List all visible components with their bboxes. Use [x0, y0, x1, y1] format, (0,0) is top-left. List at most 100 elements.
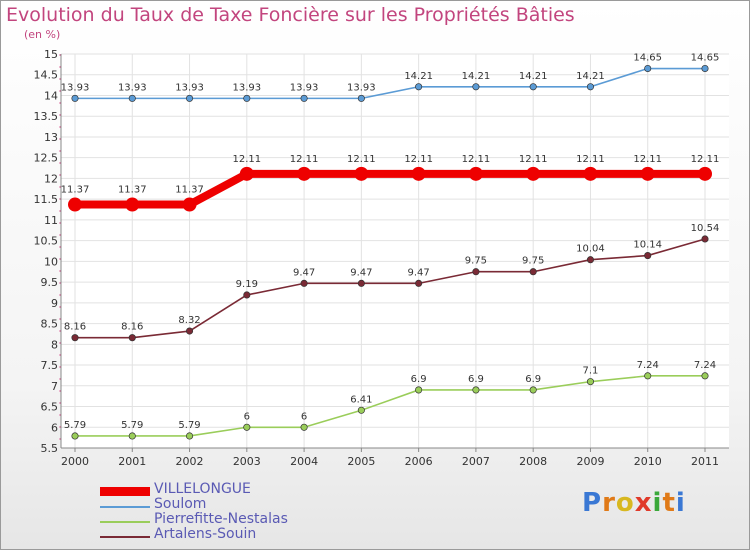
point-soulom — [529, 83, 537, 91]
y-tick-label: 8 — [51, 338, 58, 351]
point-artalens-souin — [300, 279, 308, 287]
point-pierrefitte-nestalas — [701, 372, 709, 380]
data-label-soulom: 14.21 — [404, 71, 433, 82]
x-tick-label: 2003 — [233, 455, 261, 468]
x-tick-label: 2006 — [405, 455, 433, 468]
point-soulom — [415, 83, 423, 91]
data-label-soulom: 13.93 — [290, 82, 319, 93]
point-pierrefitte-nestalas — [644, 372, 652, 380]
x-tick-label: 2004 — [290, 455, 318, 468]
point-artalens-souin — [415, 279, 423, 287]
y-tick-label: 6.5 — [41, 401, 59, 414]
data-label-soulom: 14.21 — [462, 71, 491, 82]
data-label-pierrefitte-nestalas: 6.9 — [525, 374, 541, 385]
data-label-artalens-souin: 10.54 — [691, 223, 720, 234]
point-soulom — [472, 83, 480, 91]
point-soulom — [128, 94, 136, 102]
y-tick-label: 13 — [44, 131, 58, 144]
point-pierrefitte-nestalas — [185, 432, 194, 440]
data-label-villelongue: 12.11 — [290, 154, 319, 165]
data-label-villelongue: 12.11 — [691, 154, 720, 165]
point-artalens-souin — [586, 256, 595, 264]
point-soulom — [185, 94, 194, 102]
y-tick-label: 11.5 — [34, 193, 59, 206]
point-pierrefitte-nestalas — [529, 386, 537, 394]
data-label-villelongue: 11.37 — [175, 185, 204, 196]
point-artalens-souin — [529, 268, 537, 276]
y-tick-label: 14.5 — [34, 69, 59, 82]
data-label-villelongue: 12.11 — [347, 154, 376, 165]
legend-swatch — [100, 536, 150, 538]
x-tick-label: 2001 — [118, 455, 146, 468]
data-label-artalens-souin: 9.47 — [408, 267, 430, 278]
legend-swatch — [100, 506, 150, 508]
point-artalens-souin — [472, 268, 480, 276]
y-tick-label: 8.5 — [41, 318, 59, 331]
data-label-soulom: 14.65 — [633, 53, 662, 64]
series-line-soulom — [74, 67, 706, 100]
data-label-artalens-souin: 10.04 — [576, 244, 605, 255]
x-tick-label: 2010 — [634, 455, 662, 468]
data-label-pierrefitte-nestalas: 5.79 — [178, 420, 200, 431]
point-villelongue — [239, 166, 254, 181]
y-tick-label: 7 — [51, 380, 58, 393]
data-label-soulom: 14.65 — [691, 53, 720, 64]
y-tick-label: 6 — [51, 421, 58, 434]
chart-title: Evolution du Taux de Taxe Foncière sur l… — [6, 4, 575, 26]
point-soulom — [300, 94, 308, 102]
y-tick-label: 15 — [44, 48, 58, 61]
data-label-pierrefitte-nestalas: 6 — [301, 411, 307, 422]
data-label-pierrefitte-nestalas: 5.79 — [64, 420, 86, 431]
y-tick-label: 11 — [44, 214, 58, 227]
point-villelongue — [354, 166, 369, 181]
data-label-soulom: 13.93 — [232, 82, 261, 93]
point-artalens-souin — [701, 235, 709, 243]
proxiti-logo: Proxiti — [582, 488, 686, 518]
legend-label: Pierrefitte-Nestalas — [154, 511, 288, 527]
point-villelongue — [583, 166, 598, 181]
x-tick-label: 2005 — [347, 455, 375, 468]
point-soulom — [357, 94, 365, 102]
point-artalens-souin — [128, 334, 136, 342]
chart-unit-label: (en %) — [24, 28, 61, 41]
x-tick-label: 2007 — [462, 455, 490, 468]
y-tick-label: 5.5 — [41, 442, 59, 455]
data-label-pierrefitte-nestalas: 7.1 — [583, 366, 599, 377]
data-label-artalens-souin: 10.14 — [633, 240, 662, 251]
data-label-pierrefitte-nestalas: 5.79 — [121, 420, 143, 431]
data-label-artalens-souin: 8.32 — [178, 315, 200, 326]
data-label-artalens-souin: 9.47 — [293, 267, 315, 278]
data-label-artalens-souin: 9.75 — [522, 256, 544, 267]
point-villelongue — [125, 197, 140, 212]
point-villelongue — [526, 166, 541, 181]
point-artalens-souin — [357, 279, 365, 287]
series-line-villelongue — [71, 169, 709, 209]
data-label-soulom: 13.93 — [118, 82, 147, 93]
point-soulom — [71, 94, 79, 102]
data-label-artalens-souin: 8.16 — [64, 322, 86, 333]
point-pierrefitte-nestalas — [586, 378, 595, 386]
data-label-artalens-souin: 9.47 — [350, 267, 372, 278]
y-tick-label: 7.5 — [41, 359, 59, 372]
point-pierrefitte-nestalas — [472, 386, 480, 394]
data-label-pierrefitte-nestalas: 6.9 — [468, 374, 484, 385]
data-label-pierrefitte-nestalas: 7.24 — [694, 360, 716, 371]
data-label-villelongue: 12.11 — [462, 154, 491, 165]
y-tick-label: 12.5 — [34, 152, 59, 165]
data-label-villelongue: 12.11 — [519, 154, 548, 165]
data-label-pierrefitte-nestalas: 7.24 — [637, 360, 659, 371]
point-pierrefitte-nestalas — [128, 432, 136, 440]
data-label-soulom: 14.21 — [576, 71, 605, 82]
point-villelongue — [68, 197, 82, 212]
data-label-villelongue: 12.11 — [404, 154, 433, 165]
data-label-pierrefitte-nestalas: 6 — [244, 411, 250, 422]
point-artalens-souin — [644, 252, 652, 260]
point-pierrefitte-nestalas — [300, 423, 308, 431]
point-villelongue — [640, 166, 655, 181]
x-tick-label: 2009 — [576, 455, 604, 468]
data-label-soulom: 13.93 — [61, 82, 90, 93]
point-villelongue — [698, 166, 712, 181]
legend-label: Soulom — [154, 496, 207, 512]
x-tick-label: 2000 — [61, 455, 89, 468]
